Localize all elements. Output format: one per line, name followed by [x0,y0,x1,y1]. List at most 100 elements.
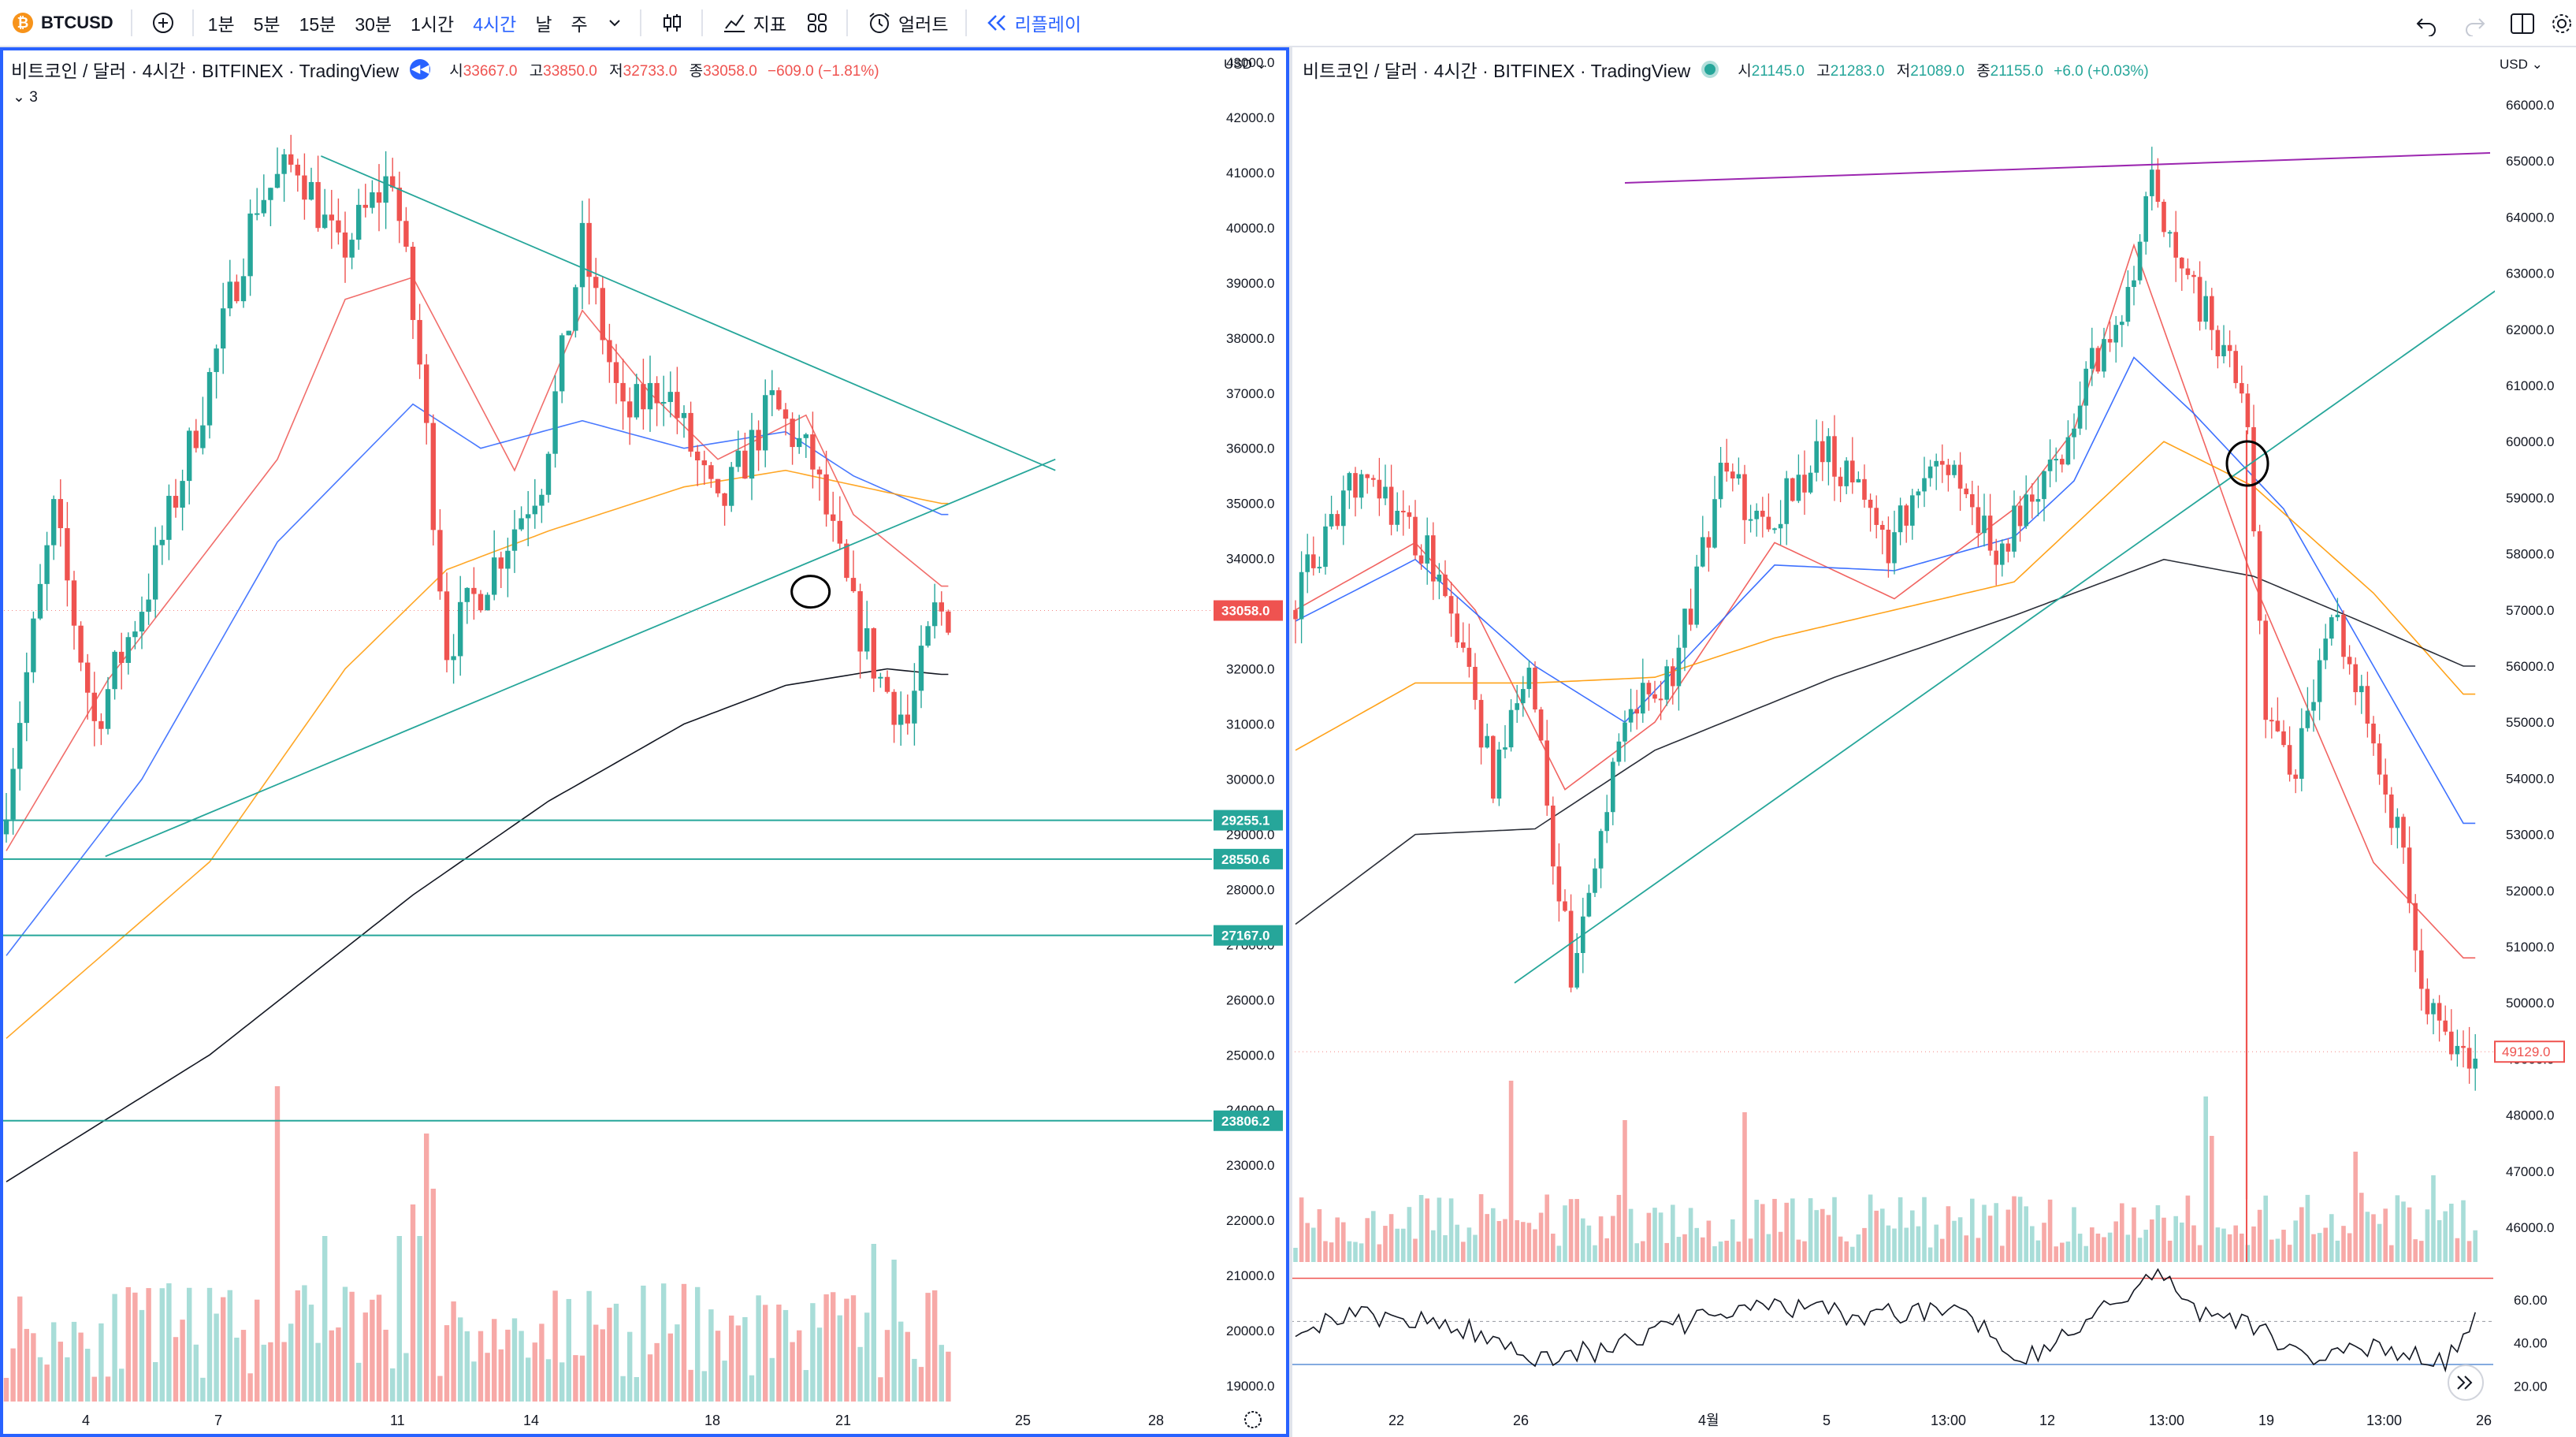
candle-body [1299,571,1304,620]
redo-button[interactable] [2462,0,2487,47]
interval-1h[interactable]: 1시간 [411,9,454,36]
level-price-badge: 23806.2 [1214,1110,1283,1131]
interval-1d[interactable]: 날 [535,9,552,36]
candle-body [1515,703,1519,710]
volume-bar [119,1368,125,1402]
price-badge-label: 27167.0 [1221,929,1269,944]
candle-body [1790,478,1795,501]
date-tick-label: 4 [82,1413,90,1428]
candle-body [1868,499,1873,508]
candle-body [763,395,768,451]
volume-bar [1688,1208,1693,1262]
candle-body [1485,735,1489,748]
candle-body [2449,1031,2454,1055]
candle-body [1814,441,1819,473]
indicators-button[interactable]: 지표 [722,9,786,36]
volume-bar [2335,1240,2340,1262]
volume-bar [526,1357,531,1402]
candle-body [2401,817,2406,848]
candle-body [1521,689,1526,704]
candle-body [641,384,646,410]
volume-bar [1730,1219,1735,1262]
volume-bar [1593,1245,1597,1262]
candle-body [831,514,836,521]
templates-button[interactable] [805,11,829,35]
candle-body [918,646,924,691]
interval-5m[interactable]: 5분 [254,9,281,36]
volume-bar [1922,1197,1927,1262]
interval-30m[interactable]: 30분 [355,9,392,36]
right-currency-selector[interactable]: USD ⌄ [2500,57,2543,72]
candle-body [2437,1003,2442,1021]
left-pane-plot: 43000.0 42000.0 41000.0 40000.0 39000.0 38000… [0,47,1289,1437]
volume-bar [2083,1245,2088,1262]
symbol-selector[interactable]: ₿ BTCUSD [13,13,113,33]
interval-1m[interactable]: 1분 [208,9,235,36]
circle-annotation [790,575,831,609]
compare-add-button[interactable] [151,11,175,35]
volume-bar [1994,1203,1998,1262]
volume-bar [362,1312,368,1402]
volume-bar [159,1288,165,1402]
volume-bar [214,1313,219,1402]
settings-button[interactable] [2550,0,2574,47]
volume-bar [1371,1211,1376,1262]
interval-15m[interactable]: 15분 [299,9,336,36]
candle-body [782,409,789,419]
chart-type-button[interactable] [660,11,684,35]
candle-body [2329,617,2334,639]
candle-body [1568,910,1574,988]
volume-bar [1623,1120,1627,1262]
volume-bar [315,1342,321,1402]
volume-bar [1652,1208,1657,1262]
layout-button[interactable] [2509,0,2536,47]
candle-body [675,392,680,419]
candle-body [247,213,253,277]
volume-bar [539,1323,545,1402]
volume-bar [2329,1214,2334,1262]
candle-body [2257,531,2262,621]
price-tick-label: 47000.0 [2506,1164,2554,1179]
bitcoin-icon: ₿ [13,13,33,33]
date-tick-label: 26 [2476,1413,2492,1428]
candle-body [37,583,43,619]
ohlc-low-label: 저 [1896,62,1911,80]
candle-body [2090,348,2095,369]
candle-body [342,232,348,258]
indicator-toggle[interactable]: ⌄ 3 [13,88,38,106]
candle-body [526,514,531,519]
alert-button[interactable]: 얼러트 [867,9,948,36]
volume-bar [2125,1234,2131,1262]
volume-bar [112,1294,117,1402]
scroll-to-latest-button[interactable] [2448,1364,2484,1401]
candle-body [1874,508,1879,525]
volume-bar [91,1376,97,1402]
candle-body [2072,428,2076,437]
candle-body [281,154,287,174]
interval-label: 날 [535,14,552,35]
candle-body [234,281,240,302]
volume-bar [2389,1245,2394,1262]
indicators-icon [723,14,745,32]
volume-bar [2072,1207,2076,1262]
undo-button[interactable] [2414,0,2440,47]
volume-bar [586,1290,592,1402]
last-price-badge: 33058.0 [1214,600,1283,621]
volume-bar [166,1283,172,1402]
interval-4h[interactable]: 4시간 [473,9,516,36]
interval-dropdown[interactable] [607,15,623,31]
left-currency-selector[interactable]: USD ⌄ [1224,57,1267,72]
candle-body [1682,609,1687,648]
candle-body [458,601,463,657]
volume-bar [2257,1209,2262,1262]
volume-bar [1754,1199,1759,1262]
charts-canvas[interactable]: 43000.0 42000.0 41000.0 40000.0 39000.0 38000… [0,47,2576,1437]
volume-bar [2030,1226,2035,1262]
interval-1w[interactable]: 주 [571,9,588,36]
candle-body [2221,344,2226,356]
replay-button[interactable]: 리플레이 [986,9,1081,36]
volume-bar [329,1330,334,1402]
candle-body [1305,554,1310,572]
rewind-badge-icon[interactable]: ◀◀ [410,59,431,80]
candle-body [430,423,436,530]
